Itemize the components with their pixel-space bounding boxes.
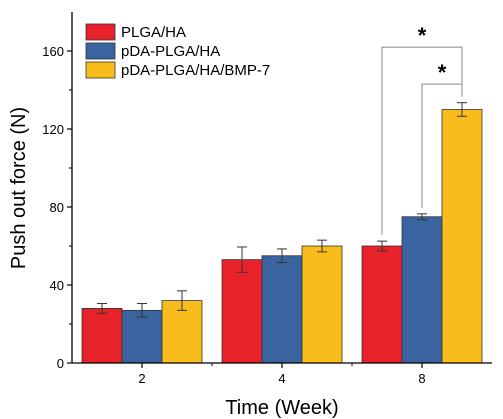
x-tick-label: 2: [138, 371, 145, 386]
bar-pDA-PLGA/HA-week-2: [121, 309, 163, 364]
legend-swatch: [85, 42, 116, 60]
y-tick-label: 160: [42, 44, 64, 59]
bar-PLGA/HA-week-4: [221, 259, 263, 364]
significance-bracket: *: [421, 60, 463, 208]
y-tick-label: 120: [42, 122, 64, 137]
legend-swatch: [85, 61, 116, 79]
error-bar: [97, 303, 107, 314]
significance-star: *: [438, 60, 447, 85]
y-axis-title: Push out force (N): [8, 107, 30, 269]
bar-pDA-PLGA/HA/BMP-7-week-4: [301, 245, 343, 364]
significance-annotations: **: [381, 23, 463, 236]
significance-bracket: *: [381, 23, 463, 236]
error-bar: [317, 239, 327, 253]
legend-label: PLGA/HA: [121, 24, 186, 41]
legend-entry: pDA-PLGA/HA/BMP-7: [85, 61, 270, 79]
error-bar: [237, 246, 247, 273]
error-bar: [277, 248, 287, 264]
y-tick-label: 80: [50, 200, 64, 215]
x-tick-label: 4: [278, 371, 285, 386]
bars-layer: [81, 109, 483, 364]
legend-label: pDA-PLGA/HA: [121, 43, 220, 60]
ticks-layer: 0 40 80 120 160 2 4 8: [42, 44, 425, 386]
bar-pDA-PLGA/HA-week-4: [261, 255, 303, 364]
legend-swatch: [85, 23, 116, 41]
bar-pDA-PLGA/HA/BMP-7-week-8: [441, 109, 483, 364]
error-bar: [417, 213, 427, 221]
x-axis-title: Time (Week): [225, 397, 338, 419]
legend: PLGA/HA pDA-PLGA/HA pDA-PLGA/HA/BMP-7: [85, 23, 270, 79]
bar-PLGA/HA-week-8: [361, 245, 403, 364]
bar-pDA-PLGA/HA-week-8: [401, 216, 443, 364]
legend-entry: pDA-PLGA/HA: [85, 42, 220, 60]
bar-PLGA/HA-week-2: [81, 307, 123, 364]
error-bar: [137, 303, 147, 318]
legend-entry: PLGA/HA: [85, 23, 186, 41]
legend-label: pDA-PLGA/HA/BMP-7: [121, 62, 270, 79]
error-bar: [457, 102, 467, 117]
significance-star: *: [418, 23, 427, 48]
y-tick-label: 0: [57, 356, 64, 371]
error-bar: [177, 290, 187, 311]
y-tick-label: 40: [50, 278, 64, 293]
error-bars-layer: [97, 102, 467, 318]
x-tick-label: 8: [418, 371, 425, 386]
error-bar: [377, 240, 387, 252]
